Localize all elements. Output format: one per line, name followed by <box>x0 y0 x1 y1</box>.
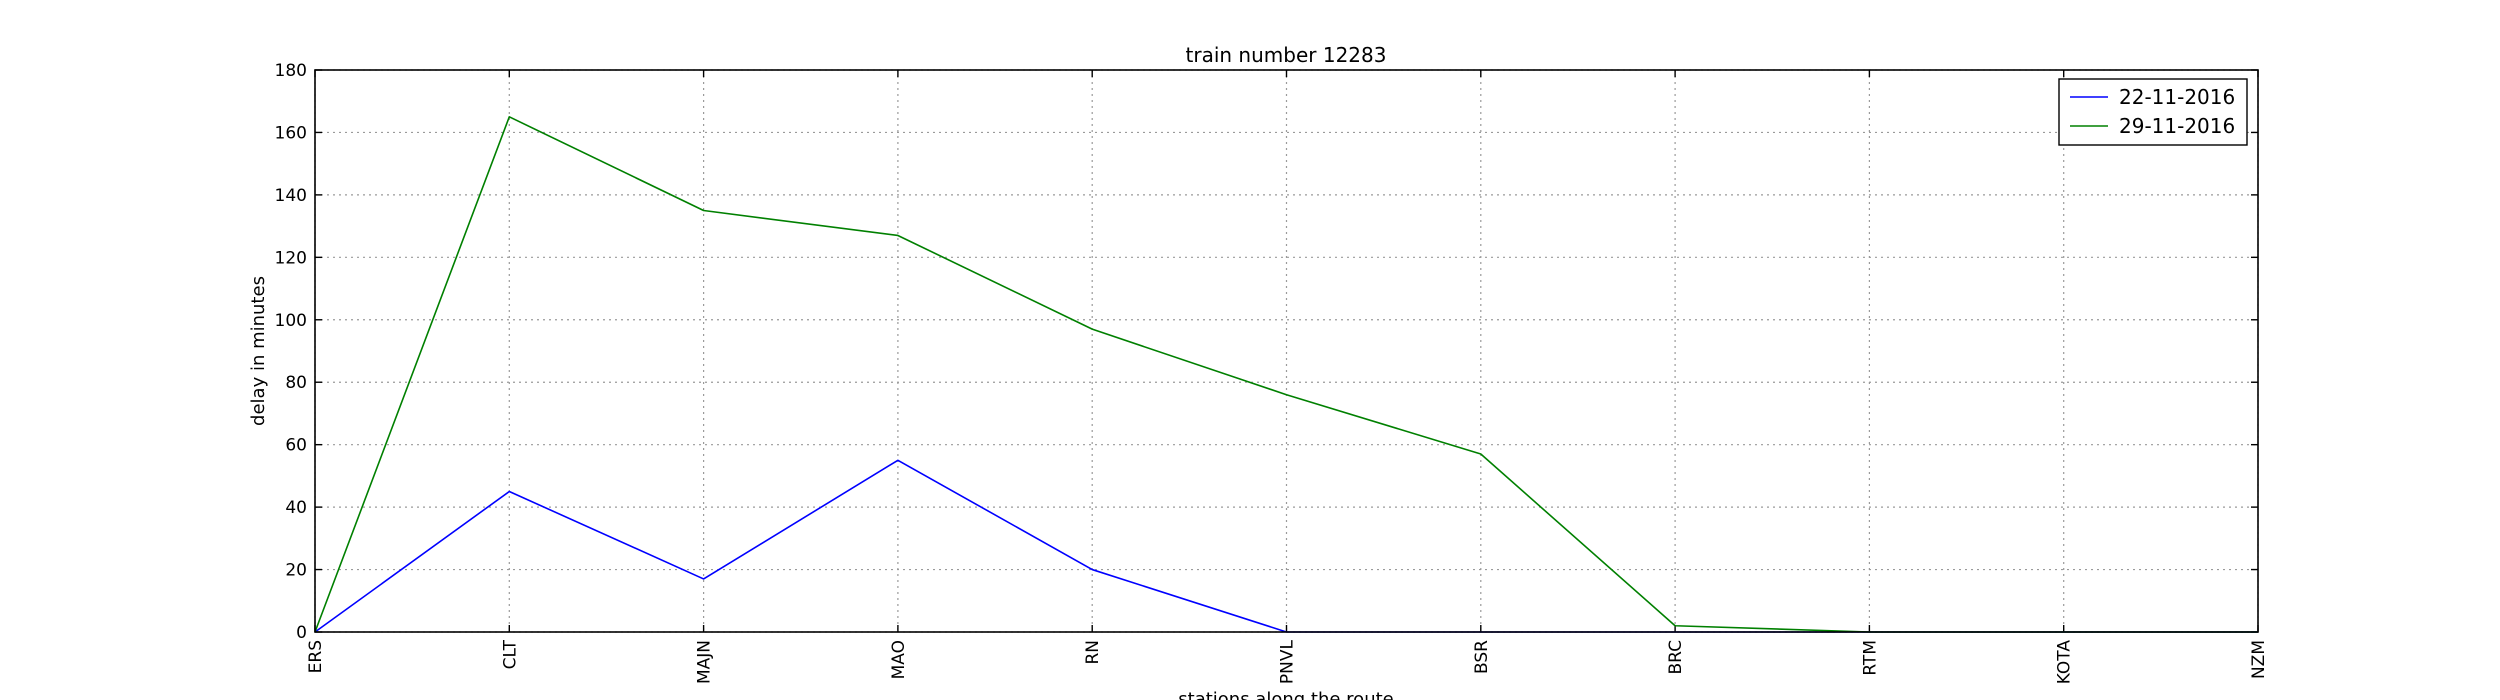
x-tick-label: KOTA <box>2055 640 2075 685</box>
x-tick-label: PNVL <box>1278 639 1298 684</box>
x-tick-label: MAO <box>889 640 909 679</box>
x-tick-label: BRC <box>1666 640 1686 675</box>
y-tick-label: 80 <box>285 373 307 393</box>
x-tick-label: NZM <box>2249 640 2269 679</box>
series-line-29-11-2016 <box>314 116 2258 633</box>
y-tick-label: 40 <box>285 498 307 518</box>
x-tick-label: RN <box>1083 640 1103 665</box>
y-tick-label: 100 <box>275 311 307 331</box>
x-tick-label: RTM <box>1860 640 1880 676</box>
series-layer <box>314 116 2258 633</box>
x-tick-label: MAJN <box>695 640 715 684</box>
x-tick-label: CLT <box>500 639 520 669</box>
y-tick-label: 140 <box>275 186 307 206</box>
series-line-22-11-2016 <box>314 459 2258 633</box>
y-tick-label: 120 <box>275 248 307 268</box>
legend-label-22-11-2016: 22-11-2016 <box>2119 85 2235 109</box>
legend-frame <box>2058 78 2248 146</box>
plot-frame <box>314 69 2259 633</box>
y-axis-title: delay in minutes <box>248 276 269 426</box>
legend-items: 22-11-2016 29-11-2016 <box>2070 85 2235 138</box>
x-tick-label: ERS <box>306 640 326 673</box>
x-axis-title: stations along the route <box>1178 689 1393 700</box>
y-tick-label: 0 <box>296 623 307 643</box>
legend: 22-11-2016 29-11-2016 <box>2058 78 2248 146</box>
y-tick-label: 60 <box>285 436 307 456</box>
chart-title: train number 12283 <box>1186 43 1387 67</box>
legend-label-29-11-2016: 29-11-2016 <box>2119 114 2235 138</box>
ticks-layer: ERS CLT MAJN MAO RN PNVL BSR BRC RTM KOTA NZM 0 20 40… <box>275 61 2269 684</box>
x-tick-label: BSR <box>1472 640 1492 674</box>
y-tick-label: 160 <box>275 123 307 143</box>
y-tick-label: 20 <box>285 561 307 581</box>
grid-layer <box>314 69 2259 633</box>
y-tick-label: 180 <box>275 61 307 81</box>
